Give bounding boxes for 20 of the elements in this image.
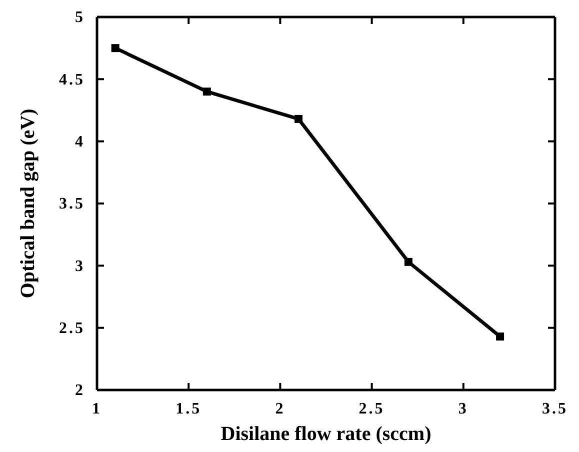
y-tick-label: 2.5 [59, 320, 85, 337]
point [496, 332, 504, 341]
y-tick-label: 4.5 [59, 71, 85, 88]
point [202, 88, 211, 96]
y-tick-label: 5 [75, 9, 85, 26]
x-tick-label: 3 [458, 400, 468, 418]
x-tick-label: 3.5 [542, 400, 568, 418]
x-tick-label: 2 [275, 400, 286, 418]
point [404, 258, 412, 266]
y-tick-label: 3 [75, 258, 85, 275]
x-axis-title: Disilane flow rate (sccm) [220, 423, 432, 445]
x-tick-label: 1.5 [176, 400, 202, 418]
point [111, 44, 120, 52]
x-tick-label: 2.5 [358, 400, 385, 418]
y-tick-label: 4 [75, 133, 85, 150]
x-tick-label: 1 [92, 400, 102, 418]
y-tick-label: 2 [75, 382, 85, 400]
y-tick-label: 3.5 [59, 196, 85, 213]
point [294, 114, 303, 123]
y-axis-title: Optical band gap (eV) [17, 108, 39, 298]
